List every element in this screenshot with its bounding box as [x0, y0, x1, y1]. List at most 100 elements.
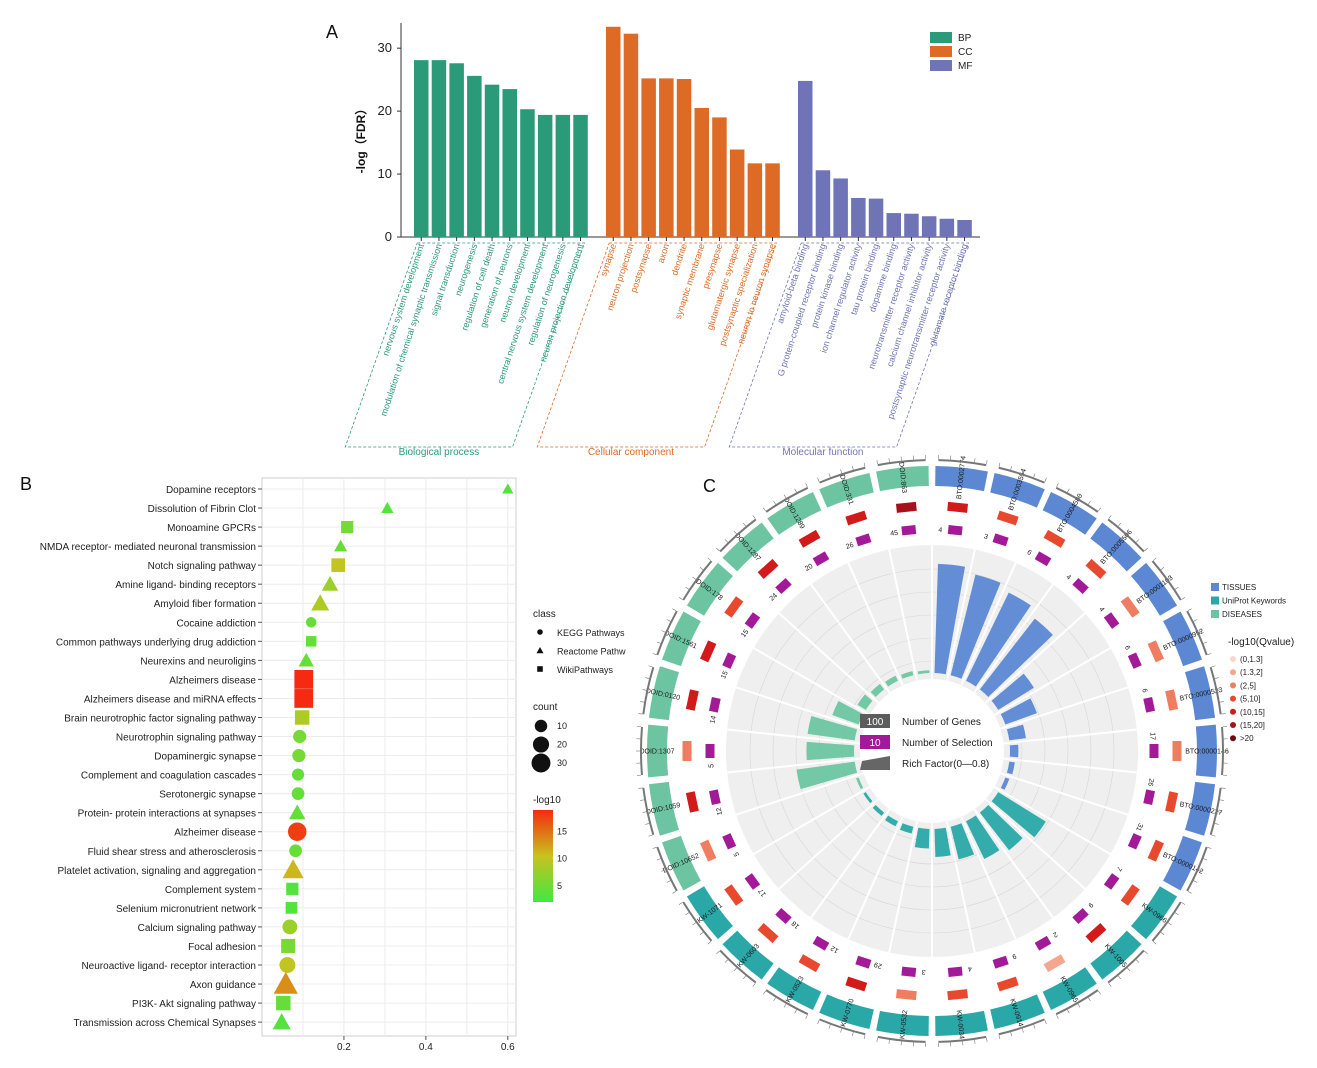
c-outer-scale-tick [986, 460, 988, 465]
c-rich-bar [885, 815, 899, 827]
a-bar-neuron-to-neuron-synapse [765, 163, 780, 237]
a-bar-glutamate-receptor-binding [957, 220, 972, 237]
b-term-label: Protein- protein interactions at synapse… [78, 809, 256, 820]
c-category-band [1131, 886, 1178, 940]
c-rich-bar [934, 563, 966, 675]
c-rich-bar [806, 741, 855, 761]
c-rich-bar [885, 675, 899, 687]
c-sector-divider [727, 728, 861, 745]
c-outer-scale-tick [1118, 975, 1122, 980]
c-category-band [686, 562, 733, 616]
a-legend-label-cc: CC [958, 47, 972, 58]
c-sector-divider [810, 808, 891, 919]
c-sector-divider [735, 772, 864, 816]
c-selection-value: 14 [709, 715, 717, 724]
c-rich-bar [870, 683, 885, 697]
c-outer-scale-tick [645, 677, 650, 679]
c-rich-bar [1006, 724, 1026, 741]
c-outer-scale-tick [642, 811, 647, 813]
c-outer-scale-tick [1010, 465, 1013, 470]
b-term-label: Amine ligand- binding receptors [115, 580, 256, 591]
b-point-alzheimers-disease-and-mirna-effects [294, 689, 314, 708]
c-selection-value: 6 [1123, 645, 1131, 652]
c-outer-scale-tick [661, 630, 666, 633]
b-term-label: Dissolution of Fibrin Clot [148, 504, 257, 515]
c-outer-scale-tick [699, 567, 704, 570]
c-outer-scale-tick [1181, 597, 1186, 600]
c-outer-scale-tick [1193, 619, 1198, 622]
b-point-focal-adhesion [281, 938, 296, 953]
b-term-label: Neurexins and neuroligins [140, 656, 256, 667]
c-outer-scale-tick [678, 597, 683, 600]
c-category-band [1184, 666, 1216, 721]
c-outer-scale [719, 949, 757, 984]
c-outer-scale-tick [1021, 1028, 1024, 1033]
c-outer-scale-tick [1135, 959, 1140, 963]
c-category-band [1163, 835, 1202, 891]
c-outer-scale-tick [642, 689, 647, 691]
c-outer-scale [656, 846, 678, 892]
legend-count-title: count [533, 702, 558, 713]
c-outer-scale-tick [805, 483, 808, 488]
c-selection-bar [812, 551, 830, 567]
c-outer-scale [938, 1035, 987, 1043]
c-outer-scale-tick [672, 891, 677, 894]
c-outer-scale-tick [1108, 983, 1112, 987]
c-outer-scale-tick [1056, 1014, 1059, 1019]
c-outer-scale-tick [974, 1039, 976, 1044]
b-term-label: Dopaminergic synapse [154, 752, 256, 763]
c-outer-scale [877, 1035, 926, 1043]
c-category-band [1195, 724, 1217, 778]
c-outer-scale-tick [1160, 932, 1165, 935]
c-outer-scale-tick [1207, 847, 1212, 849]
c-outer-scale-tick [1211, 834, 1216, 837]
legend-color-tick: 5 [557, 881, 562, 891]
c-sector-bto-0002774: 4 BTO:0002774 [931, 455, 988, 679]
panel-a: A -log（FDR） 0 10 20 30 nervous system devel… [326, 22, 980, 458]
legend-class-label: WikiPathways [557, 665, 614, 675]
c-outer-scale-tick [817, 477, 820, 482]
a-bar-modulation-of-chemical-synaptic-transmission [431, 60, 447, 237]
c-sector-kw-0965: 2KW-0965 [965, 808, 1101, 1019]
c-outer-scale-tick [1168, 576, 1172, 580]
a-bar-regulation-of-neurogenesis [555, 114, 571, 237]
c-center-legend-label: Number of Genes [902, 717, 981, 728]
c-selection-value: 4 [1064, 574, 1072, 582]
c-category-legend-swatch [1211, 583, 1219, 591]
c-outer-scale-tick [1214, 677, 1219, 679]
b-point-fluid-shear-stress-and-atherosclerosis [289, 844, 302, 858]
c-outer-scale-tick [763, 507, 766, 512]
c-outer-scale-tick [998, 462, 1001, 467]
c-sector-divider [973, 808, 1054, 919]
c-category-band [686, 886, 733, 940]
c-outer-scale-tick [1219, 799, 1224, 801]
legend-color-title: -log10 [533, 795, 561, 806]
c-rich-bar [832, 700, 864, 725]
c-rich-bar [900, 671, 914, 679]
b-point-dissolution-of-fibrin-clot [381, 501, 394, 513]
c-outer-scale-tick [692, 922, 696, 926]
b-point-amyloid-fiber-formation [311, 594, 330, 611]
a-group-label-bp: Biological process [399, 447, 480, 458]
c-outer-scale-tick [1160, 567, 1165, 570]
c-outer-scale-tick [661, 869, 666, 872]
c-category-band [990, 994, 1045, 1030]
c-selection-bar [992, 533, 1009, 547]
c-outer-scale-tick [1098, 507, 1101, 512]
c-selection-bar [1034, 551, 1052, 567]
c-qvalue-bar [996, 976, 1019, 992]
a-group-label-mf: Molecular function [782, 447, 863, 458]
c-outer-scale [719, 518, 757, 553]
c-outer-scale-tick [1127, 967, 1131, 972]
c-q-legend-label: >20 [1240, 734, 1254, 743]
c-outer-scale-tick [1207, 653, 1212, 655]
c-outer-scale [642, 787, 655, 836]
c-qvalue-bar [682, 741, 692, 761]
c-rich-bar [917, 670, 930, 675]
c-q-legend-label: (2,5] [1240, 681, 1256, 690]
c-category-band [648, 781, 680, 836]
c-outer-scale-tick [1211, 665, 1216, 668]
a-bar-signal-transduction [449, 63, 464, 238]
c-selection-value: 24 [769, 592, 780, 602]
